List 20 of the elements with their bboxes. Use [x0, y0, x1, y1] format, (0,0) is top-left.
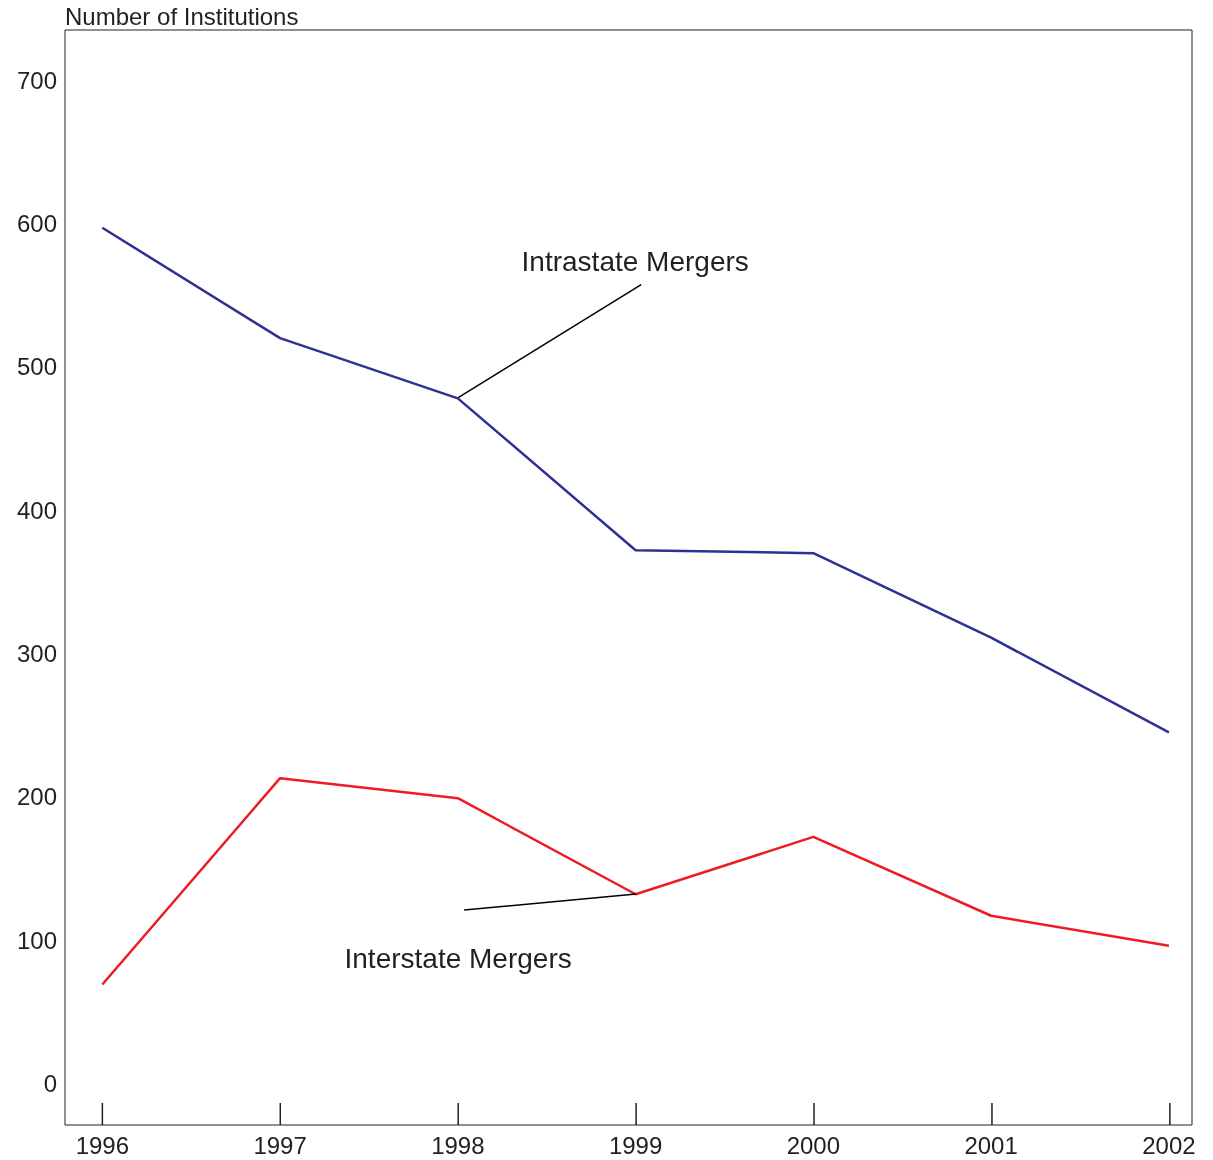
x-tick-label: 1997: [253, 1132, 307, 1160]
y-tick-label: 400: [16, 496, 57, 524]
y-tick-label: 700: [16, 66, 57, 94]
y-tick-label: 100: [16, 926, 57, 954]
x-tick-label: 1998: [431, 1132, 485, 1160]
y-tick-label: 600: [16, 210, 57, 238]
x-tick-label: 1999: [608, 1132, 663, 1160]
annotation: Intrastate Mergers: [521, 245, 749, 277]
y-tick-label: 300: [16, 639, 57, 667]
x-tick-label: 2000: [786, 1132, 841, 1160]
line-series: [101, 226, 1171, 734]
x-tick-label: 1996: [75, 1132, 130, 1160]
x-tick-label: 2001: [964, 1132, 1018, 1160]
y-tick-label: 0: [43, 1069, 57, 1097]
y-tick-label: 200: [16, 783, 57, 811]
y-axis-title: Number of Institutions: [65, 3, 299, 30]
line-series: [101, 776, 1171, 986]
y-tick-label: 500: [16, 353, 57, 381]
annotation: Interstate Mergers: [344, 943, 572, 975]
x-tick-label: 2002: [1142, 1132, 1196, 1160]
